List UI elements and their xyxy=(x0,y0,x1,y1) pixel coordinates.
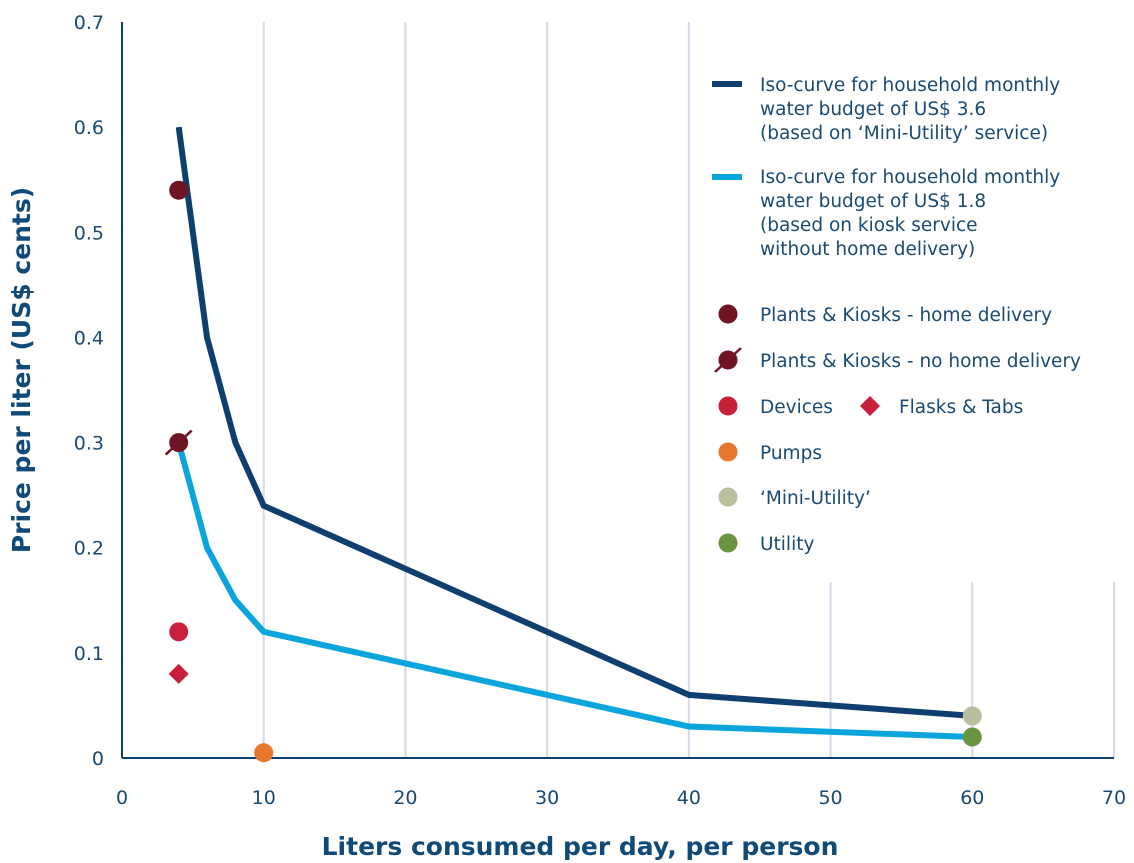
data-point xyxy=(169,622,189,642)
legend-label: Devices xyxy=(760,397,833,418)
series-line xyxy=(175,441,973,740)
x-tick-label: 30 xyxy=(535,787,559,809)
y-tick-label: 0.5 xyxy=(74,222,104,244)
legend-label: (based on kiosk service xyxy=(760,215,978,236)
legend-label: without home delivery) xyxy=(760,239,975,260)
x-tick-label: 20 xyxy=(393,787,417,809)
y-tick-label: 0.2 xyxy=(74,538,104,560)
y-tick-label: 0 xyxy=(92,748,104,770)
legend: Iso-curve for household monthly water bud… xyxy=(712,75,1081,555)
y-tick-label: 0.3 xyxy=(74,433,104,455)
legend-label: water budget of US$ 1.8 xyxy=(760,191,986,212)
gridlines xyxy=(262,22,1115,758)
legend-marker xyxy=(718,304,738,324)
data-point xyxy=(168,663,189,684)
y-tick-label: 0.1 xyxy=(74,643,104,665)
legend-marker xyxy=(718,533,738,553)
legend-marker xyxy=(860,396,880,416)
data-point xyxy=(962,706,982,726)
legend-label: Flasks & Tabs xyxy=(899,397,1023,418)
legend-label: water budget of US$ 3.6 xyxy=(760,99,986,120)
data-point xyxy=(254,743,274,763)
legend-label: Pumps xyxy=(760,443,822,464)
y-tick-label: 0.7 xyxy=(74,12,104,34)
y-axis-title: Price per liter (US$ cents) xyxy=(7,187,36,553)
x-tick-label: 60 xyxy=(960,787,984,809)
x-tick-label: 10 xyxy=(252,787,276,809)
data-point xyxy=(962,727,982,747)
x-axis-title: Liters consumed per day, per person xyxy=(322,832,839,861)
series-layer xyxy=(164,126,982,763)
data-point xyxy=(169,180,189,200)
x-tick-label: 0 xyxy=(116,787,128,809)
legend-marker xyxy=(718,487,738,507)
axes: 0 0.1 0.2 0.3 0.4 0.5 0.6 0.7 0 10 20 30 40 50 60 70 xyxy=(74,12,1126,809)
legend-marker xyxy=(718,442,738,462)
legend-label: (based on ‘Mini-Utility’ service) xyxy=(760,123,1048,144)
legend-label: Plants & Kiosks - home delivery xyxy=(760,305,1052,326)
y-tick-label: 0.6 xyxy=(74,117,104,139)
x-tick-label: 50 xyxy=(818,787,842,809)
legend-marker xyxy=(718,396,738,416)
legend-marker-slash xyxy=(714,347,742,373)
x-tick-label: 70 xyxy=(1102,787,1126,809)
legend-label: Utility xyxy=(760,534,814,555)
x-tick-label: 40 xyxy=(677,787,701,809)
legend-label: Iso-curve for household monthly xyxy=(760,167,1060,188)
legend-label: Iso-curve for household monthly xyxy=(760,75,1060,96)
legend-label: ‘Mini-Utility’ xyxy=(760,488,871,509)
data-point-slash xyxy=(164,429,193,456)
legend-label: Plants & Kiosks - no home delivery xyxy=(760,351,1081,372)
y-tick-label: 0.4 xyxy=(74,327,104,349)
series-line xyxy=(175,126,973,719)
